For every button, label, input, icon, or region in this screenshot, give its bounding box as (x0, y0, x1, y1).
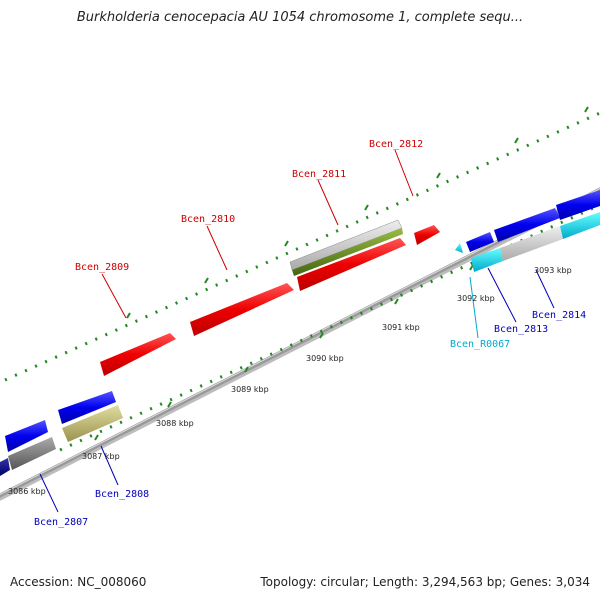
gene-label-bcen-2810[interactable]: Bcen_2810 (181, 214, 235, 225)
scale-tick-label: 3089 kbp (231, 385, 269, 394)
gene-bcen-r0067-arrow[interactable] (455, 243, 463, 253)
gene-label-bcen-2811[interactable]: Bcen_2811 (292, 169, 346, 180)
gene-bcen-r0067-feature[interactable] (471, 248, 503, 272)
gene-label-bcen-r0067[interactable]: Bcen_R0067 (450, 339, 510, 350)
gene-bcen-2813-arrow[interactable] (466, 232, 494, 252)
topology-summary-text: Topology: circular; Length: 3,294,563 bp… (260, 575, 590, 589)
gene-right-edge-arrow[interactable] (556, 190, 600, 220)
label-leader-lines (39, 149, 555, 513)
gene-label-bcen-2808[interactable]: Bcen_2808 (95, 489, 149, 500)
gene-bcen-2813-gray-feature[interactable] (500, 226, 563, 261)
scale-tick-label: 3090 kbp (306, 354, 344, 363)
scale-tick-label: 3093 kbp (534, 266, 572, 275)
scale-tick-label: 3092 kbp (457, 294, 495, 303)
gene-bcen-2807-gray-feature[interactable] (8, 437, 56, 470)
gene-navy-edge[interactable] (0, 458, 10, 476)
gene-bcen-2809-arrow[interactable] (100, 333, 176, 376)
gene-bcen-2807-arrow[interactable] (5, 420, 48, 452)
gene-bcen-2812-arrow[interactable] (414, 225, 440, 245)
scale-tick-label: 3087 kbp (82, 452, 120, 461)
gene-bcen-2811-green-feature[interactable] (292, 228, 403, 276)
gene-bcen-2814-arrow[interactable] (494, 208, 560, 242)
page-title: Burkholderia cenocepacia AU 1054 chromos… (76, 10, 524, 25)
scale-tick-label: 3091 kbp (382, 323, 420, 332)
gene-label-bcen-2812[interactable]: Bcen_2812 (369, 139, 423, 150)
gene-bcen-2808-arrow[interactable] (58, 391, 116, 424)
scale-tick-label: 3086 kbp (8, 487, 46, 496)
gc-ticks-outer (126, 106, 589, 319)
accession-text: Accession: NC_008060 (10, 575, 147, 589)
gene-label-bcen-2814[interactable]: Bcen_2814 (532, 310, 586, 321)
gene-label-bcen-2809[interactable]: Bcen_2809 (75, 262, 129, 273)
gene-bcen-2811-arrow[interactable] (297, 238, 406, 291)
gene-label-bcen-2807[interactable]: Bcen_2807 (34, 517, 88, 528)
gene-right-edge-cyan-feature[interactable] (560, 212, 600, 239)
gene-bcen-2808-olive-feature[interactable] (62, 405, 123, 442)
gene-bcen-2810-arrow[interactable] (190, 283, 294, 336)
scale-tick-label: 3088 kbp (156, 419, 194, 428)
gene-label-bcen-2813[interactable]: Bcen_2813 (494, 324, 548, 335)
